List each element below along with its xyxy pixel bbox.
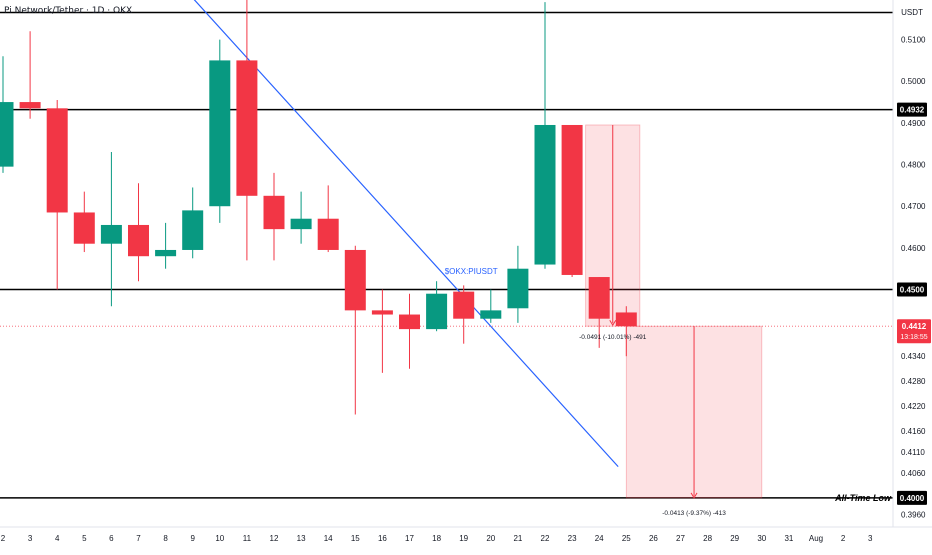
candle-body (426, 293, 448, 330)
x-tick-label: 30 (757, 534, 766, 543)
measure-label-2: -0.0413 (-9.37%) -413 (662, 510, 726, 517)
trend-line (193, 0, 619, 467)
chart-title: Pi Network/Tether · 1D · OKX (4, 6, 133, 16)
x-tick-label: 9 (190, 534, 195, 543)
candle-body (290, 218, 312, 230)
candle-body (236, 60, 258, 196)
y-tick-label: 0.4800 (901, 161, 926, 170)
x-tick-label: 16 (378, 534, 387, 543)
x-tick-label: 18 (432, 534, 441, 543)
x-tick-label: 17 (405, 534, 414, 543)
candle-body (263, 195, 285, 230)
y-tick-label: 0.4220 (901, 402, 926, 411)
candle-body (480, 310, 502, 319)
x-tick-label: 3 (868, 534, 873, 543)
candle-body (155, 249, 177, 257)
x-tick-label: 27 (676, 534, 685, 543)
x-tick-label: 11 (243, 534, 252, 543)
candle-body (371, 310, 393, 315)
x-tick-label: 12 (270, 534, 279, 543)
level-price-label: 0.4932 (900, 106, 925, 115)
candle-body (182, 210, 204, 250)
y-tick-label: 0.3960 (901, 511, 926, 520)
x-tick-label: 31 (784, 534, 793, 543)
trend-line-label: $OKX:PIUSDT (445, 267, 498, 276)
measure-arrowhead-1 (609, 319, 617, 327)
price-axis-panel (893, 0, 932, 550)
y-tick-label: 0.4700 (901, 202, 926, 211)
x-tick-label: 13 (297, 534, 306, 543)
candle-body (19, 102, 41, 109)
x-tick-label: 10 (215, 534, 224, 543)
candle-body (615, 312, 637, 327)
candle-body (399, 314, 420, 330)
x-tick-label: 22 (541, 534, 550, 543)
x-tick-label: 25 (622, 534, 631, 543)
x-tick-label: 21 (513, 534, 522, 543)
x-tick-label: 8 (163, 534, 168, 543)
candle-body (588, 277, 610, 319)
level-annotation: All-Time Low (834, 493, 892, 503)
y-tick-label: 0.4280 (901, 377, 926, 386)
level-price-tag (897, 490, 927, 505)
x-tick-label: 14 (324, 534, 333, 543)
candle-body (507, 268, 529, 309)
y-tick-label: 0.5000 (901, 77, 926, 86)
y-tick-label: 0.4600 (901, 244, 926, 253)
x-tick-label: 20 (486, 534, 495, 543)
candle-body (73, 212, 95, 244)
x-tick-label: 15 (351, 534, 360, 543)
candle-body (209, 60, 231, 207)
x-tick-label: 24 (595, 534, 604, 543)
x-tick-label: 26 (649, 534, 658, 543)
candle-body (100, 224, 122, 244)
measure-arrowhead-2 (690, 492, 698, 499)
x-tick-label: 6 (109, 534, 114, 543)
y-tick-label: 0.4060 (901, 469, 926, 478)
x-tick-label: Aug (809, 534, 823, 543)
candle-body (46, 108, 68, 213)
x-tick-label: 3 (28, 534, 33, 543)
candle-body (344, 249, 366, 311)
candle-body (561, 124, 583, 275)
x-tick-label: 7 (136, 534, 141, 543)
y-tick-label: 0.5100 (901, 36, 926, 45)
level-price-tag (897, 282, 927, 297)
candle-body (534, 124, 556, 265)
y-tick-label: 0.4900 (901, 119, 926, 128)
x-tick-label: 23 (568, 534, 577, 543)
level-price-label: 0.4000 (900, 494, 925, 503)
current-price-label: 0.4412 (902, 322, 927, 331)
y-tick-label: 0.4340 (901, 352, 926, 361)
x-tick-label: 19 (459, 534, 468, 543)
candle-body (453, 291, 475, 319)
currency-label: USDT (901, 8, 923, 17)
candle-body (317, 218, 339, 250)
y-tick-label: 0.4160 (901, 427, 926, 436)
x-tick-label: 4 (55, 534, 60, 543)
x-tick-label: 2 (841, 534, 846, 543)
level-price-label: 0.4500 (900, 286, 925, 295)
y-tick-label: 0.4110 (901, 448, 925, 457)
x-tick-label: 5 (82, 534, 87, 543)
current-price-tag (897, 319, 931, 344)
x-tick-label: 29 (730, 534, 739, 543)
candle-body (0, 102, 14, 167)
current-price-countdown: 13:18:55 (900, 334, 927, 341)
x-tick-label: 2 (1, 534, 6, 543)
x-tick-label: 28 (703, 534, 712, 543)
candle-body (128, 224, 149, 257)
measure-label-1: -0.0491 (-10.01%) -491 (579, 334, 647, 341)
level-price-tag (897, 102, 927, 117)
